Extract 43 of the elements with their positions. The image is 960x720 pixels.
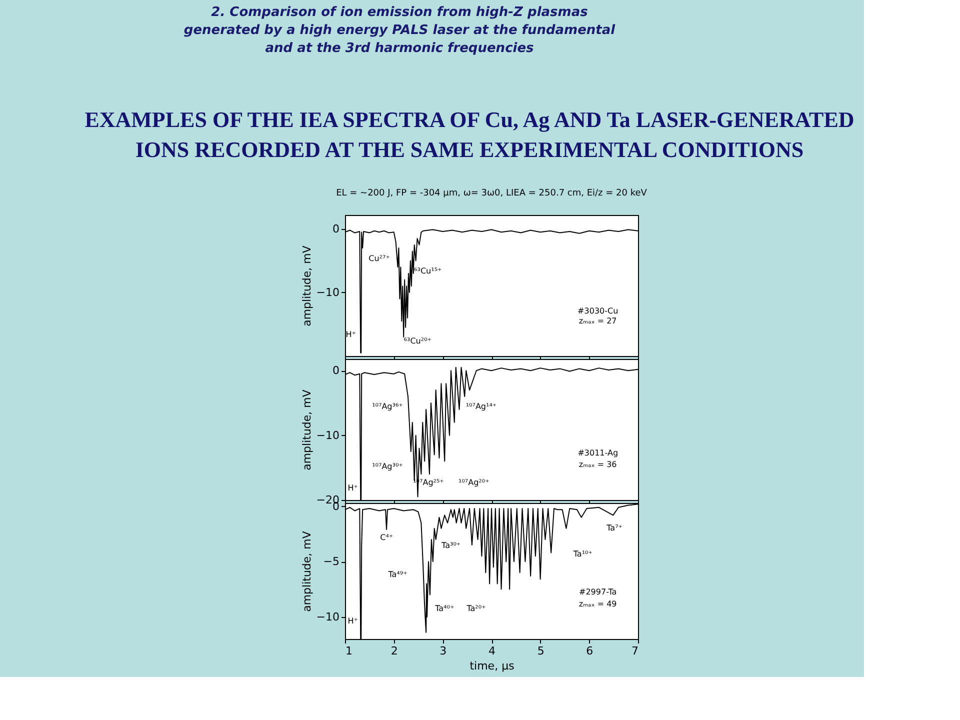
y-axis-title: amplitude, mV (300, 530, 314, 612)
annotation: ¹⁰⁷Ag²⁰⁺ (458, 478, 490, 488)
annotation: #3011-Ag (578, 448, 618, 458)
x-tick-label: 4 (488, 644, 496, 658)
annotation: ⁶³Cu²⁰⁺ (404, 336, 432, 346)
y-axis-title: amplitude, mV (300, 245, 314, 326)
annotation: zₘₐₓ = 36 (578, 460, 617, 470)
x-tick-label: 2 (390, 644, 398, 658)
annotation: ¹⁰⁷Ag¹⁴⁺ (466, 402, 497, 411)
y-tick-label: 0 (332, 364, 340, 378)
x-tick-label: 7 (632, 644, 638, 658)
annotation: ¹⁰⁷Ag³⁶⁺ (372, 402, 403, 411)
annotation: C⁴⁺ (380, 532, 394, 542)
chart-title: 2. Comparison of ion emission from high-Z plasmas generated by a high energy PALS laser at the fundamental and at the 3rd harmonic frequencies (184, 5, 616, 56)
annotation: zₘₐₓ = 27 (578, 316, 617, 326)
y-axis-title: amplitude, mV (300, 389, 314, 470)
y-tick-label: −10 (316, 610, 340, 624)
y-tick-label: 0 (332, 222, 340, 236)
text: EL = ~200 J, FP = -304 μm, ω= 3ω0, LIEA = 250.7 cm, Ei/z = 20 keV (336, 188, 648, 198)
y-tick-label: −5 (323, 555, 340, 568)
annotation: ¹⁰⁷Ag³⁰⁺ (372, 462, 403, 472)
annotation: H⁺ (348, 616, 358, 626)
x-tick-label: 3 (440, 644, 447, 658)
annotation: zₘₐₓ = 49 (578, 600, 617, 609)
annotation: Cu²⁷⁺ (368, 254, 390, 263)
x-tick-label: 6 (586, 644, 594, 658)
x-tick-label: 5 (537, 644, 544, 658)
annotation: Ta⁴⁰⁺ (434, 604, 454, 614)
chart-subtitle: EXAMPLES OF THE IEA SPECTRA OF Cu, Ag AND Ta LASER-GENERATED IONS RECORDED AT THE SAME EXPERIMENTAL CONDITIONS (84, 107, 854, 162)
x-tick-label: 1 (346, 644, 352, 658)
annotation: Ta¹⁰⁺ (572, 549, 592, 558)
annotation: H⁺ (346, 330, 356, 339)
x-axis-title: time, μs (470, 660, 515, 672)
annotation: H⁺ (348, 483, 358, 492)
annotation: #2997-Ta (579, 588, 617, 597)
y-tick-label: −10 (316, 428, 340, 442)
annotation: Ta³⁰⁺ (440, 541, 461, 550)
annotation: Ta²⁰⁺ (466, 604, 486, 614)
annotation: ⁶³Cu¹⁵⁺ (414, 266, 442, 276)
annotation: Ta⁷⁺ (606, 523, 623, 532)
y-tick-label: −10 (316, 286, 340, 299)
annotation: Ta⁴⁹⁺ (387, 570, 408, 579)
annotation: #3030-Cu (578, 306, 618, 316)
